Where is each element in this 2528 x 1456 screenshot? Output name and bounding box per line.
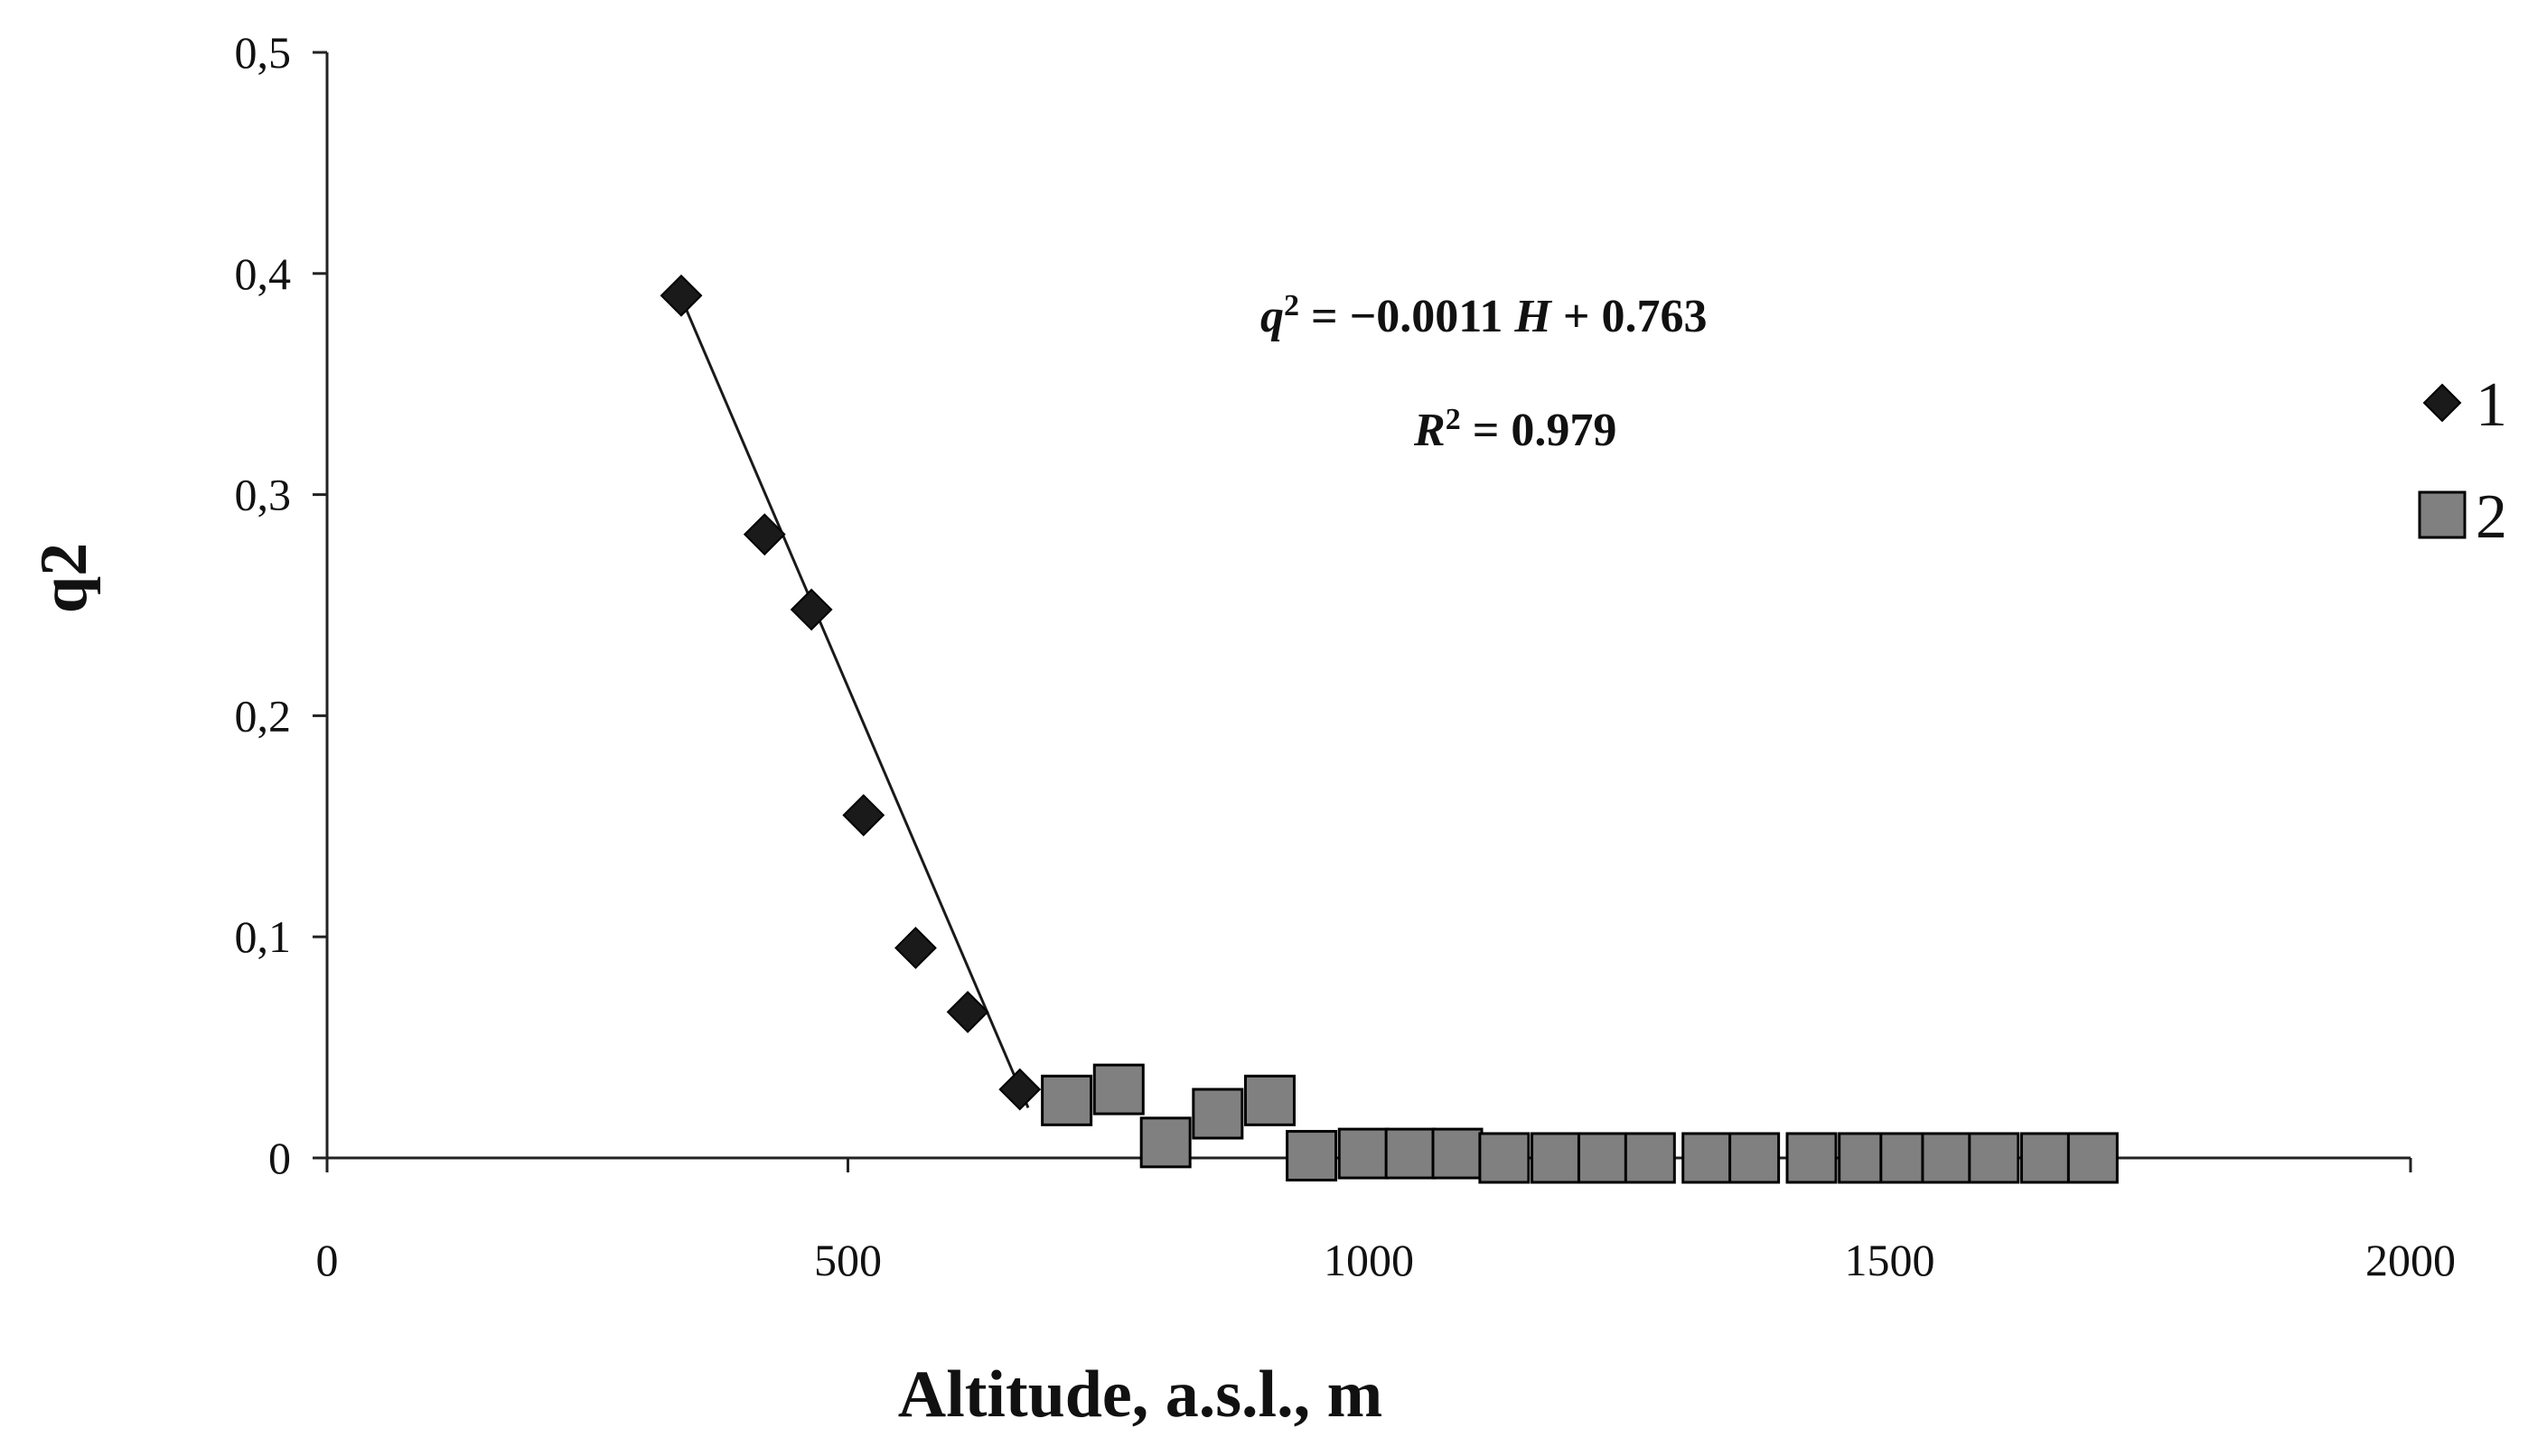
equation-variable: H	[1513, 291, 1552, 342]
series-2-point	[1624, 1132, 1676, 1184]
series-2-point	[1337, 1127, 1390, 1180]
series-1-point	[660, 274, 703, 317]
series-2-point	[2066, 1132, 2119, 1184]
regression-line	[685, 309, 1030, 1109]
x-tick-label: 500	[814, 1235, 882, 1285]
series-2-point	[1728, 1132, 1781, 1184]
series-2-point	[1092, 1063, 1145, 1115]
series-2-point	[1041, 1074, 1093, 1126]
r-squared-variable: R	[1413, 405, 1446, 456]
series-2-point	[1968, 1132, 2020, 1184]
equation-lhs-variable: q	[1260, 291, 1284, 342]
legend: 12	[2418, 370, 2507, 552]
series-2-point	[1384, 1127, 1437, 1180]
y-tick-label: 0,1	[235, 911, 292, 962]
series-2-point	[1478, 1132, 1531, 1184]
series-2-point	[1286, 1130, 1338, 1182]
series-1-point	[998, 1068, 1042, 1111]
x-tick-label: 1000	[1324, 1235, 1414, 1285]
r-squared-exponent: 2	[1446, 403, 1461, 436]
series-1-point	[946, 991, 989, 1033]
r-squared-value: = 0.979	[1461, 405, 1617, 456]
x-tick-label: 1500	[1845, 1235, 1935, 1285]
data-points	[660, 274, 2119, 1184]
series-1-point	[842, 794, 885, 836]
regression-equation: q2 = −0.0011 H + 0.763	[1260, 289, 1708, 342]
series-2-point	[1921, 1132, 1973, 1184]
series-2-point	[1785, 1132, 1838, 1184]
y-tick-label: 0,5	[235, 27, 292, 78]
legend-label: 2	[2476, 482, 2507, 552]
trendline-layer	[685, 309, 1030, 1109]
r-squared-label: R2 = 0.979	[1413, 403, 1616, 456]
plot-axes	[313, 51, 2412, 1172]
series-2-point	[1681, 1132, 1734, 1184]
x-axis-title: Altitude, a.s.l., m	[898, 1358, 1383, 1432]
legend-diamond-marker	[2422, 383, 2462, 423]
series-2-point	[1431, 1127, 1484, 1180]
series-1-point	[743, 513, 786, 556]
x-tick-label: 0	[316, 1235, 339, 1285]
equation-intercept-text: + 0.763	[1551, 291, 1708, 342]
legend-square-marker	[2418, 490, 2467, 539]
y-tick-label: 0,2	[235, 690, 292, 741]
series-2-point	[1139, 1116, 1192, 1169]
y-tick-label: 0,4	[235, 248, 292, 299]
series-1-point	[894, 927, 937, 969]
series-2-point	[1577, 1132, 1629, 1184]
legend-label: 1	[2476, 370, 2507, 440]
series-2-point	[1531, 1132, 1583, 1184]
y-tick-label: 0,3	[235, 470, 292, 520]
series-2-point	[1243, 1074, 1296, 1126]
tick-labels: 0 0,1 0,2 0,3 0,4 0,5 0 500 1000 1500 2000	[235, 27, 2457, 1285]
equation-lhs-exponent: 2	[1284, 289, 1299, 322]
x-tick-label: 2000	[2365, 1235, 2456, 1285]
series-2-point	[2019, 1132, 2072, 1184]
series-1-point	[790, 588, 833, 631]
y-tick-label: 0	[268, 1133, 291, 1183]
equation-slope-text: = −0.0011	[1299, 291, 1514, 342]
y-axis-title: q2	[27, 543, 101, 613]
series-2-point	[1192, 1087, 1244, 1140]
